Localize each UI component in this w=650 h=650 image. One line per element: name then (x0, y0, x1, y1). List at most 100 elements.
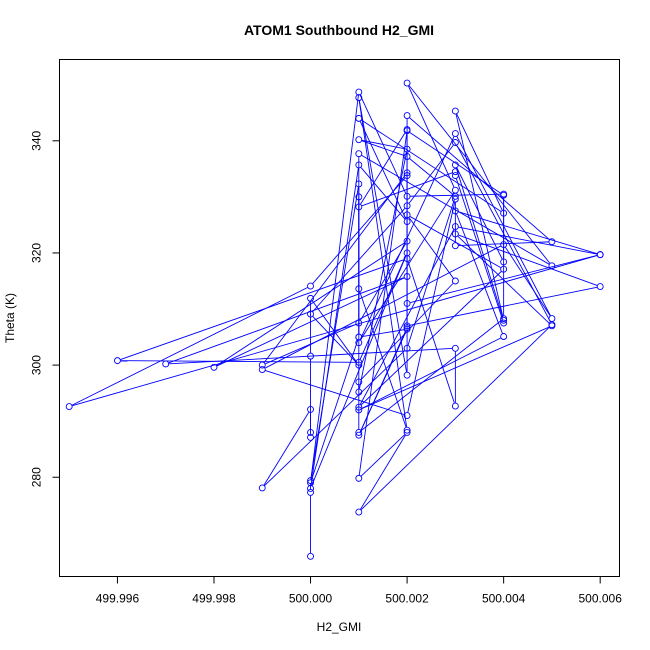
data-point (451, 402, 459, 410)
data-point (500, 319, 508, 327)
data-point (403, 412, 411, 420)
data-point (451, 139, 459, 146)
series-segment (358, 100, 408, 427)
y-tick-label: 300 (30, 355, 44, 375)
data-point (355, 94, 363, 102)
data-point (355, 403, 363, 411)
y-tick-label: 340 (30, 130, 44, 150)
series-segment (360, 167, 406, 220)
data-point (258, 484, 266, 492)
data-point (355, 136, 363, 144)
data-point (113, 357, 121, 365)
data-point (355, 378, 363, 386)
series-segment (360, 132, 406, 205)
series-segment (360, 326, 550, 511)
data-point (403, 211, 411, 219)
series-segment (408, 144, 454, 204)
data-point (403, 112, 411, 120)
series-segment (361, 320, 502, 431)
series-segment (407, 199, 455, 346)
series-segment (360, 271, 502, 406)
data-point (355, 361, 363, 369)
series-segment (358, 100, 407, 373)
data-point (451, 223, 459, 231)
series-segment (359, 152, 407, 389)
data-point (548, 321, 556, 329)
series-segment (409, 158, 454, 195)
series-segment (361, 154, 550, 265)
data-point (355, 358, 363, 366)
series-segment (361, 337, 501, 409)
data-point (307, 477, 314, 485)
series-segment (456, 145, 551, 323)
series-segment (455, 178, 504, 321)
series-segment (456, 113, 503, 211)
data-point (500, 241, 508, 248)
data-point (307, 282, 314, 290)
series-segment (361, 326, 550, 410)
data-point (355, 161, 363, 169)
data-point (307, 294, 314, 302)
series-segment (409, 216, 501, 268)
data-point (403, 126, 411, 134)
data-point (307, 405, 314, 413)
series-segment (265, 370, 405, 415)
data-point (403, 172, 411, 180)
series-segment (310, 168, 359, 486)
series-segment (263, 175, 406, 363)
data-point (355, 388, 363, 396)
series-segment (360, 243, 406, 321)
series-segment (361, 139, 404, 150)
data-point (403, 145, 411, 153)
data-point (65, 403, 73, 411)
series-segment (408, 85, 551, 264)
data-point (451, 192, 459, 200)
data-point (307, 485, 314, 492)
series-segment (361, 329, 404, 337)
x-axis-label: H2_GMI (317, 620, 362, 634)
data-point (307, 552, 314, 560)
data-point (355, 319, 363, 327)
series-segment (360, 434, 406, 477)
data-point (307, 488, 314, 496)
x-tick-label: 500.006 (578, 592, 622, 606)
data-point (258, 366, 266, 374)
data-point (162, 360, 170, 368)
data-point (403, 79, 411, 87)
series-segment (408, 217, 454, 279)
series-segment (361, 172, 453, 207)
series-segment (359, 330, 407, 433)
series-segment (312, 300, 358, 363)
data-point (451, 161, 459, 169)
data-point (451, 242, 459, 250)
data-point (403, 299, 411, 307)
series-segment (408, 85, 455, 188)
data-point (403, 237, 411, 245)
data-point (403, 426, 411, 434)
data-point (500, 265, 508, 273)
data-point (451, 130, 459, 137)
data-point (307, 428, 314, 436)
data-point (451, 186, 459, 194)
data-point (451, 344, 459, 352)
data-point (307, 433, 314, 441)
data-point (451, 195, 459, 203)
x-tick-label: 500.004 (482, 592, 526, 606)
y-axis: 280 300 320 340 (30, 130, 60, 487)
y-tick-label: 280 (30, 467, 44, 487)
data-point (548, 238, 556, 246)
data-point (451, 107, 459, 115)
y-axis-label: Theta (K) (3, 293, 17, 343)
series-segment (120, 259, 405, 360)
data-point (355, 114, 363, 122)
data-point (403, 273, 411, 280)
series-segment (312, 316, 357, 364)
data-point (548, 262, 556, 270)
data-point (403, 428, 411, 436)
series-segment (263, 411, 310, 486)
data-point (355, 180, 363, 188)
data-point (403, 344, 411, 352)
data-point (500, 333, 508, 340)
series-segment (359, 291, 407, 428)
data-point (596, 283, 604, 291)
